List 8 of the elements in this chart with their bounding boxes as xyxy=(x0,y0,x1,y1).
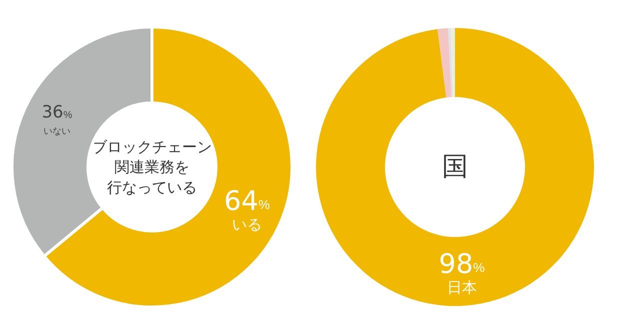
slice-label: いる xyxy=(232,216,262,234)
text: 国 xyxy=(442,152,468,182)
data-label: 64% xyxy=(224,186,270,218)
slice-label: 日本 xyxy=(446,279,477,296)
data-label: 36% xyxy=(42,102,72,122)
data-label: 98% xyxy=(438,248,486,280)
slice-label: いない xyxy=(43,126,70,136)
text: ブロックチェーン関連業務を行なっている xyxy=(92,138,212,196)
